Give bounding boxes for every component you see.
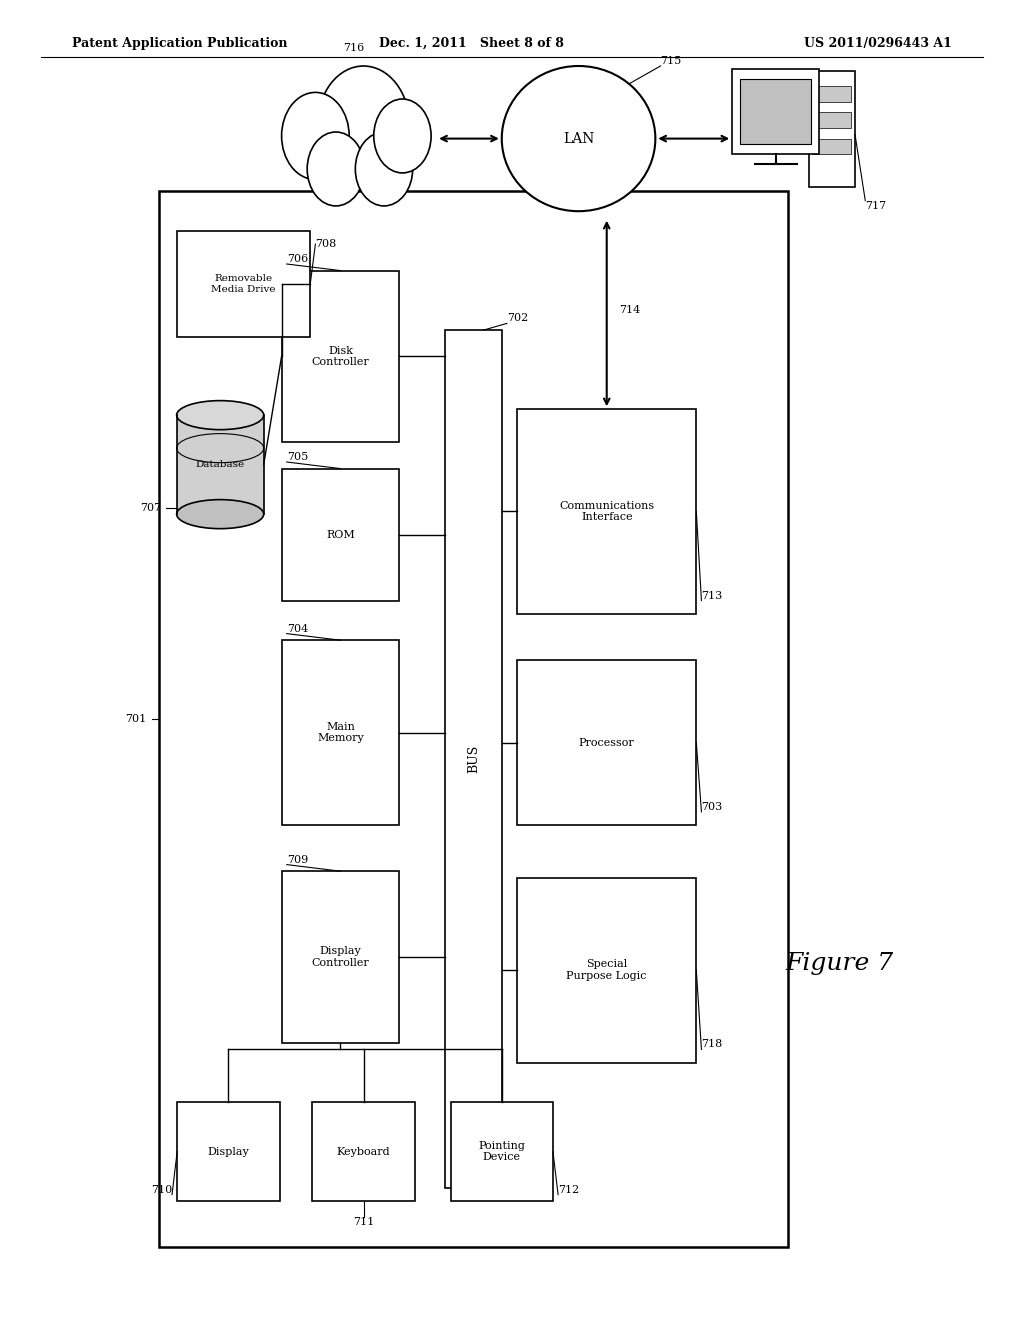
Text: 705: 705 [287, 451, 308, 462]
Circle shape [307, 132, 365, 206]
Bar [813, 86, 851, 102]
Ellipse shape [502, 66, 655, 211]
Text: 708: 708 [315, 239, 337, 249]
Text: 701: 701 [125, 714, 146, 725]
Text: Main
Memory: Main Memory [317, 722, 364, 743]
Text: 714: 714 [618, 305, 640, 315]
Text: Display: Display [208, 1147, 249, 1156]
Text: Database: Database [196, 461, 245, 469]
Text: 717: 717 [865, 201, 887, 211]
Bar [517, 878, 696, 1063]
Text: Disk
Controller: Disk Controller [311, 346, 370, 367]
Text: BUS: BUS [467, 744, 480, 774]
Text: US 2011/0296443 A1: US 2011/0296443 A1 [805, 37, 952, 50]
Text: 718: 718 [701, 1039, 723, 1049]
Text: Processor: Processor [579, 738, 635, 747]
Text: Keyboard: Keyboard [337, 1147, 390, 1156]
Circle shape [317, 66, 410, 185]
Text: LAN: LAN [563, 132, 594, 145]
Text: Special
Purpose Logic: Special Purpose Logic [566, 960, 647, 981]
Bar [740, 79, 811, 144]
Bar [282, 469, 399, 601]
Bar [517, 660, 696, 825]
Text: ROM: ROM [326, 529, 355, 540]
Text: Figure 7: Figure 7 [785, 952, 894, 975]
Bar [282, 871, 399, 1043]
Text: Display
Controller: Display Controller [311, 946, 370, 968]
Bar [176, 416, 264, 513]
Ellipse shape [176, 401, 264, 430]
Text: 704: 704 [287, 623, 308, 634]
Ellipse shape [176, 500, 264, 528]
Bar [312, 1102, 415, 1201]
Bar [813, 112, 851, 128]
Text: 711: 711 [353, 1217, 374, 1228]
Text: 709: 709 [287, 854, 308, 865]
Bar [445, 330, 502, 1188]
Text: Patent Application Publication: Patent Application Publication [72, 37, 287, 50]
Bar [177, 1102, 280, 1201]
Circle shape [282, 92, 349, 180]
Bar [813, 139, 851, 154]
Text: 710: 710 [151, 1184, 172, 1195]
Text: Pointing
Device: Pointing Device [478, 1140, 525, 1163]
Text: Dec. 1, 2011   Sheet 8 of 8: Dec. 1, 2011 Sheet 8 of 8 [379, 37, 563, 50]
Bar [451, 1102, 553, 1201]
Text: 706: 706 [287, 253, 308, 264]
Bar [732, 69, 819, 154]
Circle shape [374, 99, 431, 173]
Bar [177, 231, 310, 337]
Bar [282, 640, 399, 825]
Circle shape [355, 132, 413, 206]
Text: Removable
Media Drive: Removable Media Drive [212, 275, 275, 293]
Bar [517, 409, 696, 614]
Text: 707: 707 [140, 503, 161, 512]
Text: 703: 703 [701, 801, 723, 812]
Text: 702: 702 [507, 313, 528, 323]
Text: 712: 712 [558, 1184, 580, 1195]
Bar [282, 271, 399, 442]
Text: 716: 716 [343, 42, 364, 53]
Bar [159, 191, 788, 1247]
Text: 715: 715 [660, 55, 682, 66]
Text: 713: 713 [701, 590, 723, 601]
Text: Communications
Interface: Communications Interface [559, 500, 654, 523]
Bar [809, 71, 855, 187]
